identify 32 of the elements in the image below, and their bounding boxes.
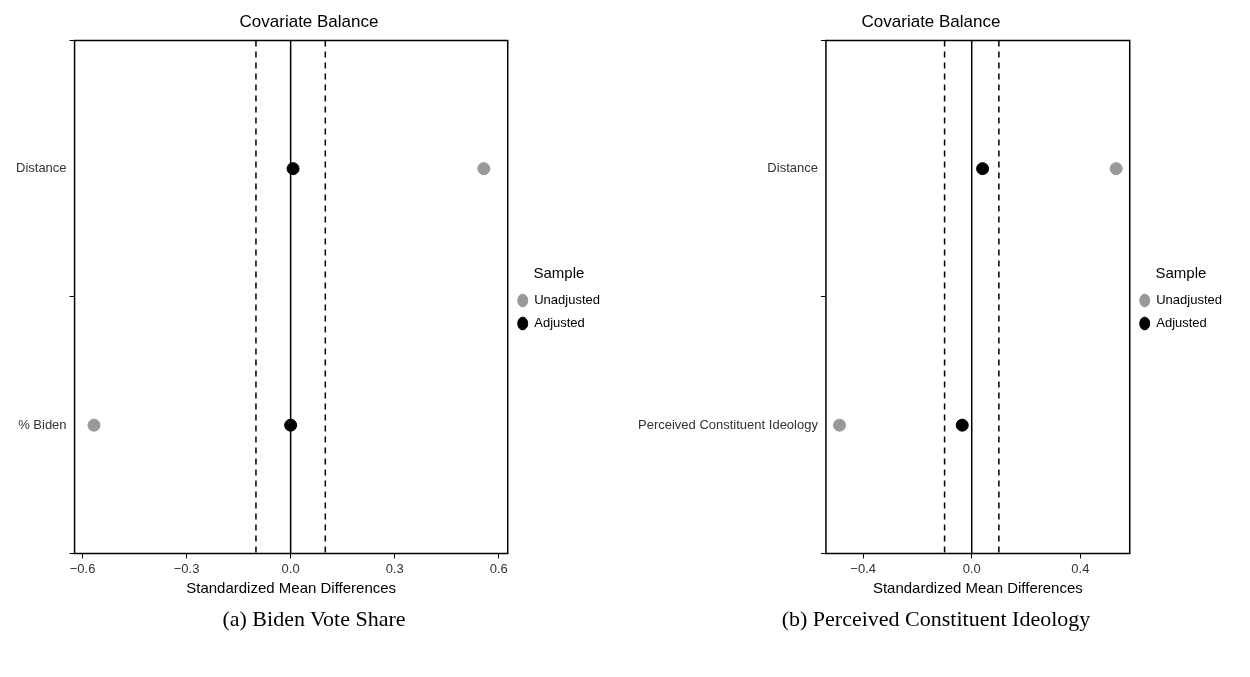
- x-axis-title: Standardized Mean Differences: [186, 579, 397, 597]
- legend-title: Sample: [1155, 263, 1207, 281]
- y-tick-label: Distance: [767, 160, 818, 176]
- point: [286, 162, 300, 176]
- y-tick-label: % Biden: [18, 416, 67, 432]
- point: [955, 418, 969, 432]
- x-axis-title: Standardized Mean Differences: [872, 579, 1083, 597]
- legend-label: Unadjusted: [534, 292, 601, 308]
- x-tick-label: −0.4: [850, 560, 876, 576]
- point: [1109, 162, 1123, 176]
- x-tick-label: 0.0: [281, 560, 300, 576]
- point: [976, 162, 990, 176]
- text: (b) Perceived Constituent Ideology: [780, 606, 1092, 632]
- x-tick-label: 0.0: [962, 560, 981, 576]
- x-tick-label: −0.3: [173, 560, 200, 576]
- point: [87, 418, 101, 432]
- text: (a) Biden Vote Share: [221, 606, 407, 632]
- point: [284, 418, 298, 432]
- x-tick-label: 0.4: [1071, 560, 1090, 576]
- legend-title: Sample: [533, 263, 585, 281]
- y-tick-label: Perceived Constituent Ideology: [637, 416, 819, 432]
- legend-label: Adjusted: [1156, 315, 1207, 331]
- x-tick-label: 0.6: [489, 560, 508, 576]
- chart-title: Covariate Balance: [239, 11, 379, 31]
- y-tick-label: Distance: [16, 160, 67, 176]
- x-tick-label: −0.6: [69, 560, 96, 576]
- legend-label: Adjusted: [534, 315, 585, 331]
- point: [477, 162, 491, 176]
- legend-label: Unadjusted: [1156, 292, 1223, 308]
- x-tick-label: 0.3: [385, 560, 404, 576]
- point: [833, 418, 847, 432]
- chart-title: Covariate Balance: [861, 11, 1001, 31]
